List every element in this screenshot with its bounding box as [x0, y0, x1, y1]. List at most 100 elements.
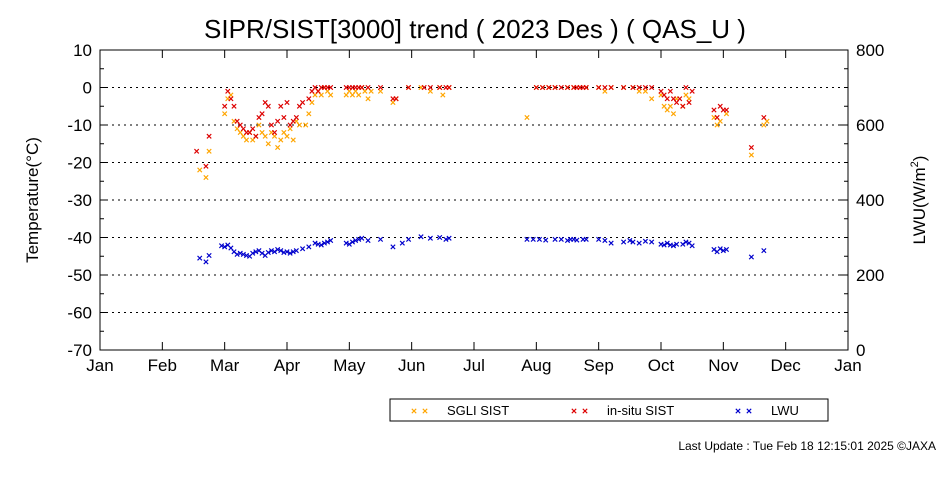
data-point-lwu: [278, 248, 284, 254]
data-point-insitu: [608, 84, 614, 91]
data-point-insitu: [642, 84, 649, 91]
x-tick-label: Apr: [274, 356, 301, 375]
data-point-insitu: [427, 84, 433, 91]
data-point-sgli: [427, 88, 433, 94]
data-point-lwu: [287, 250, 293, 256]
legend-marker-sgli: [411, 408, 417, 414]
data-point-insitu: [328, 84, 334, 91]
data-point-lwu: [356, 236, 362, 242]
data-point-insitu: [359, 84, 365, 91]
data-point-insitu: [268, 122, 275, 128]
y-right-tick-label: 800: [856, 41, 884, 60]
x-tick-label: Aug: [521, 356, 551, 375]
data-point-insitu: [552, 84, 558, 91]
data-point-lwu: [564, 237, 571, 244]
data-point-insitu: [558, 84, 564, 91]
data-point-lwu: [536, 236, 543, 242]
data-point-lwu: [318, 242, 324, 248]
data-point-insitu: [683, 84, 689, 91]
data-point-insitu: [293, 114, 299, 121]
data-point-sgli: [602, 88, 608, 94]
data-point-lwu: [268, 248, 275, 254]
data-point-lwu: [642, 238, 649, 244]
data-point-lwu: [324, 239, 331, 245]
data-point-lwu: [359, 235, 365, 241]
x-tick-label: Oct: [648, 356, 675, 375]
data-point-sgli: [377, 88, 384, 94]
data-point-lwu: [197, 255, 203, 261]
data-point-lwu: [689, 243, 695, 249]
data-point-lwu: [206, 252, 212, 259]
data-point-sgli: [649, 96, 655, 102]
data-point-lwu: [290, 249, 296, 255]
data-point-lwu: [275, 246, 281, 253]
x-tick-label: Sep: [584, 356, 614, 375]
data-point-insitu: [306, 96, 312, 102]
data-point-lwu: [552, 236, 558, 242]
data-point-lwu: [293, 248, 299, 254]
data-point-insitu: [539, 84, 546, 91]
legend-box: [389, 398, 829, 422]
data-point-lwu: [250, 250, 256, 256]
data-point-lwu: [761, 248, 767, 254]
data-point-insitu: [602, 84, 608, 91]
data-point-lwu: [437, 234, 443, 241]
data-point-insitu: [680, 103, 686, 109]
data-point-lwu: [717, 246, 723, 252]
data-point-sgli: [670, 111, 677, 117]
data-point-sgli: [290, 137, 296, 143]
data-point-lwu: [608, 240, 614, 246]
chart-title: SIPR/SIST[3000] trend ( 2023 Des ) ( QAS…: [204, 14, 746, 44]
data-point-insitu: [596, 84, 602, 91]
data-point-insitu: [253, 133, 259, 139]
data-point-lwu: [234, 251, 240, 257]
data-point-lwu: [683, 239, 689, 245]
data-point-insitu: [630, 84, 636, 91]
data-point-insitu: [636, 84, 642, 91]
data-point-lwu: [621, 239, 627, 245]
data-point-insitu: [667, 88, 673, 94]
data-point-lwu: [253, 249, 259, 255]
data-point-lwu: [418, 234, 424, 240]
data-point-lwu: [446, 235, 452, 241]
data-point-sgli: [306, 111, 312, 117]
data-point-lwu: [265, 249, 271, 256]
legend-marker-sgli: [422, 408, 428, 414]
y-left-tick-label: -40: [67, 229, 92, 248]
legend-marker-insitu: [582, 408, 588, 414]
data-point-lwu: [346, 241, 352, 247]
data-point-insitu: [583, 84, 589, 91]
legend-label-sgli: SGLI SIST: [447, 403, 509, 418]
data-point-insitu: [723, 107, 730, 113]
x-tick-label: Nov: [708, 356, 739, 375]
data-point-insitu: [271, 129, 278, 136]
data-point-lwu: [630, 239, 636, 245]
data-point-sgli: [524, 114, 530, 121]
data-point-lwu: [670, 243, 677, 249]
data-point-lwu: [203, 259, 209, 265]
data-point-insitu: [259, 111, 265, 117]
y-right-tick-label: 0: [856, 341, 865, 360]
y-left-tick-label: -20: [67, 154, 92, 173]
data-point-insitu: [686, 99, 692, 106]
data-point-lwu: [583, 236, 589, 242]
legend: SGLI SIST in-situ SIST LWU: [389, 398, 829, 422]
data-point-lwu: [240, 251, 246, 257]
data-point-lwu: [377, 236, 384, 242]
data-point-insitu: [284, 99, 290, 106]
points-layer: [194, 84, 770, 265]
data-point-lwu: [365, 237, 371, 244]
x-tick-label: Jun: [398, 356, 425, 375]
x-tick-label: Feb: [148, 356, 177, 375]
x-tick-label: Mar: [210, 356, 240, 375]
x-tick-label: May: [333, 356, 366, 375]
data-point-sgli: [636, 88, 642, 94]
data-point-lwu: [602, 237, 608, 244]
data-point-lwu: [636, 240, 642, 246]
data-point-insitu: [564, 84, 571, 91]
data-point-lwu: [711, 246, 717, 253]
data-point-lwu: [664, 240, 670, 246]
data-point-lwu: [390, 244, 396, 250]
data-point-sgli: [287, 126, 293, 132]
